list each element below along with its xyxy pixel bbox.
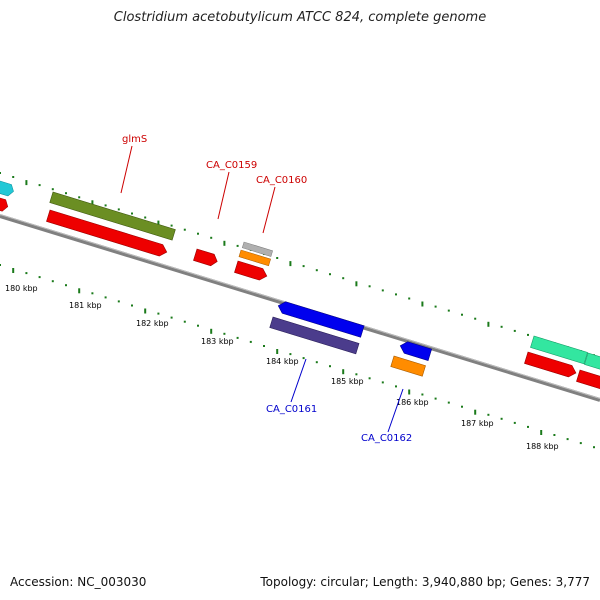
gene-red-left[interactable]: [0, 191, 10, 212]
tick-row-lower: [0, 264, 595, 449]
gene-labels: glmS CA_C0159 CA_C0160 CA_C0161 CA_C0162: [120, 134, 412, 444]
gene-label-CA_C0162[interactable]: CA_C0162: [361, 433, 412, 444]
kbp-label-186: 186 kbp: [396, 398, 429, 407]
kbp-label-187: 187 kbp: [461, 419, 494, 428]
gene-label-glmS[interactable]: glmS: [122, 134, 147, 145]
gene-CA_C0160-orange[interactable]: [238, 249, 271, 267]
gene-CA_C0161-cds[interactable]: [269, 316, 360, 355]
kbp-label-182: 182 kbp: [136, 319, 169, 328]
gene-CA_C0160[interactable]: [234, 260, 268, 282]
feature-track-lower: [269, 300, 433, 377]
gene-label-CA_C0159[interactable]: CA_C0159: [206, 160, 257, 171]
gene-CA_C0162[interactable]: [398, 340, 433, 361]
feature-track-upper: [0, 174, 600, 395]
map-title: Clostridium acetobutylicum ATCC 824, com…: [113, 10, 487, 25]
gene-cyan-left[interactable]: [0, 174, 15, 197]
gene-CA_C0162-orange[interactable]: [390, 355, 426, 377]
kbp-label-185: 185 kbp: [331, 377, 364, 386]
gene-green-right-2[interactable]: [584, 352, 600, 377]
gene-CA_C0159[interactable]: [193, 248, 219, 267]
gene-glmS-cds[interactable]: [49, 191, 176, 241]
gene-label-CA_C0160[interactable]: CA_C0160: [256, 175, 307, 186]
accession-text: Accession: NC_003030: [10, 575, 147, 589]
leader-CA_C0161: [290, 358, 307, 403]
gene-CA_C0161[interactable]: [276, 300, 365, 338]
kbp-label-184: 184 kbp: [266, 357, 299, 366]
topology-summary: Topology: circular; Length: 3,940,880 bp…: [260, 575, 590, 589]
gene-red-right-2[interactable]: [576, 369, 600, 395]
gene-green-right-1[interactable]: [530, 335, 588, 365]
kbp-label-188: 188 kbp: [526, 442, 559, 451]
leader-CA_C0160: [262, 186, 276, 234]
gene-CA_C0160-grey[interactable]: [241, 241, 273, 257]
kbp-label-180: 180 kbp: [5, 284, 38, 293]
gene-red-right-1[interactable]: [524, 351, 577, 379]
gene-label-CA_C0161[interactable]: CA_C0161: [266, 404, 317, 415]
kbp-label-181: 181 kbp: [69, 301, 102, 310]
leader-CA_C0162: [387, 388, 404, 433]
leader-CA_C0159: [217, 171, 230, 220]
gene-glmS[interactable]: [46, 209, 168, 258]
kbp-labels: 180 kbp 181 kbp 182 kbp 183 kbp 184 kbp …: [5, 284, 559, 451]
kbp-label-183: 183 kbp: [201, 337, 234, 346]
leader-glmS: [120, 145, 133, 194]
